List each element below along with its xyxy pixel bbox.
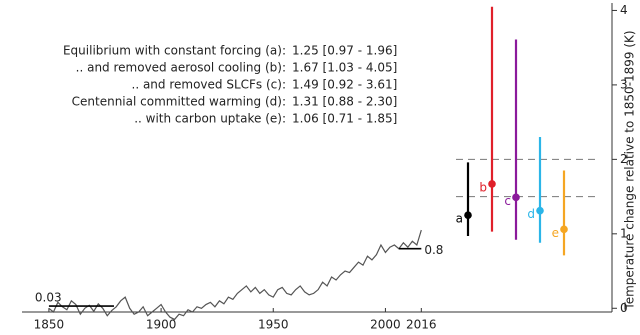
estimate-letter: c [504, 194, 511, 208]
y-tick-label: 2 [620, 152, 628, 166]
estimate-point [512, 193, 520, 202]
x-tick-label: 1850 [34, 318, 65, 332]
x-tick-label: 2016 [406, 318, 437, 332]
estimate-letter: b [479, 180, 487, 194]
estimate-point [464, 211, 472, 220]
x-tick-label: 1950 [258, 318, 289, 332]
x-tick-label: 1900 [146, 318, 177, 332]
legend-value: 1.67 [1.03 - 4.05] [292, 61, 397, 75]
legend-name: Equilibrium with constant forcing (a): [63, 44, 286, 58]
legend-name: .. with carbon uptake (e): [134, 112, 286, 126]
legend-value: 1.31 [0.88 - 2.30] [292, 95, 397, 109]
legend-name: .. and removed SLCFs (c): [132, 78, 287, 92]
period-mean-label: 0.03 [35, 291, 62, 305]
x-tick-label: 2000 [370, 318, 401, 332]
legend-value: 1.06 [0.71 - 1.85] [292, 112, 397, 126]
estimate-point [560, 225, 568, 234]
y-tick-label: 1 [620, 226, 628, 240]
estimate-point [536, 206, 544, 215]
y-tick-label: 4 [620, 3, 628, 17]
legend-value: 1.49 [0.92 - 3.61] [292, 78, 397, 92]
period-mean-label: 0.8 [424, 243, 443, 257]
temperature-line [48, 229, 422, 321]
y-tick-label: 0 [620, 301, 628, 315]
legend-value: 1.25 [0.97 - 1.96] [292, 44, 397, 58]
estimate-point [488, 180, 496, 188]
y-tick-label: 3 [620, 77, 628, 91]
estimate-letter: d [527, 207, 535, 221]
y-axis-label: Temperature change relative to 1850-1899… [623, 30, 637, 310]
estimate-letter: e [552, 226, 559, 240]
legend-name: .. and removed aerosol cooling (b): [76, 61, 286, 75]
legend-name: Centennial committed warming (d): [72, 95, 286, 109]
estimate-letter: a [456, 212, 463, 226]
